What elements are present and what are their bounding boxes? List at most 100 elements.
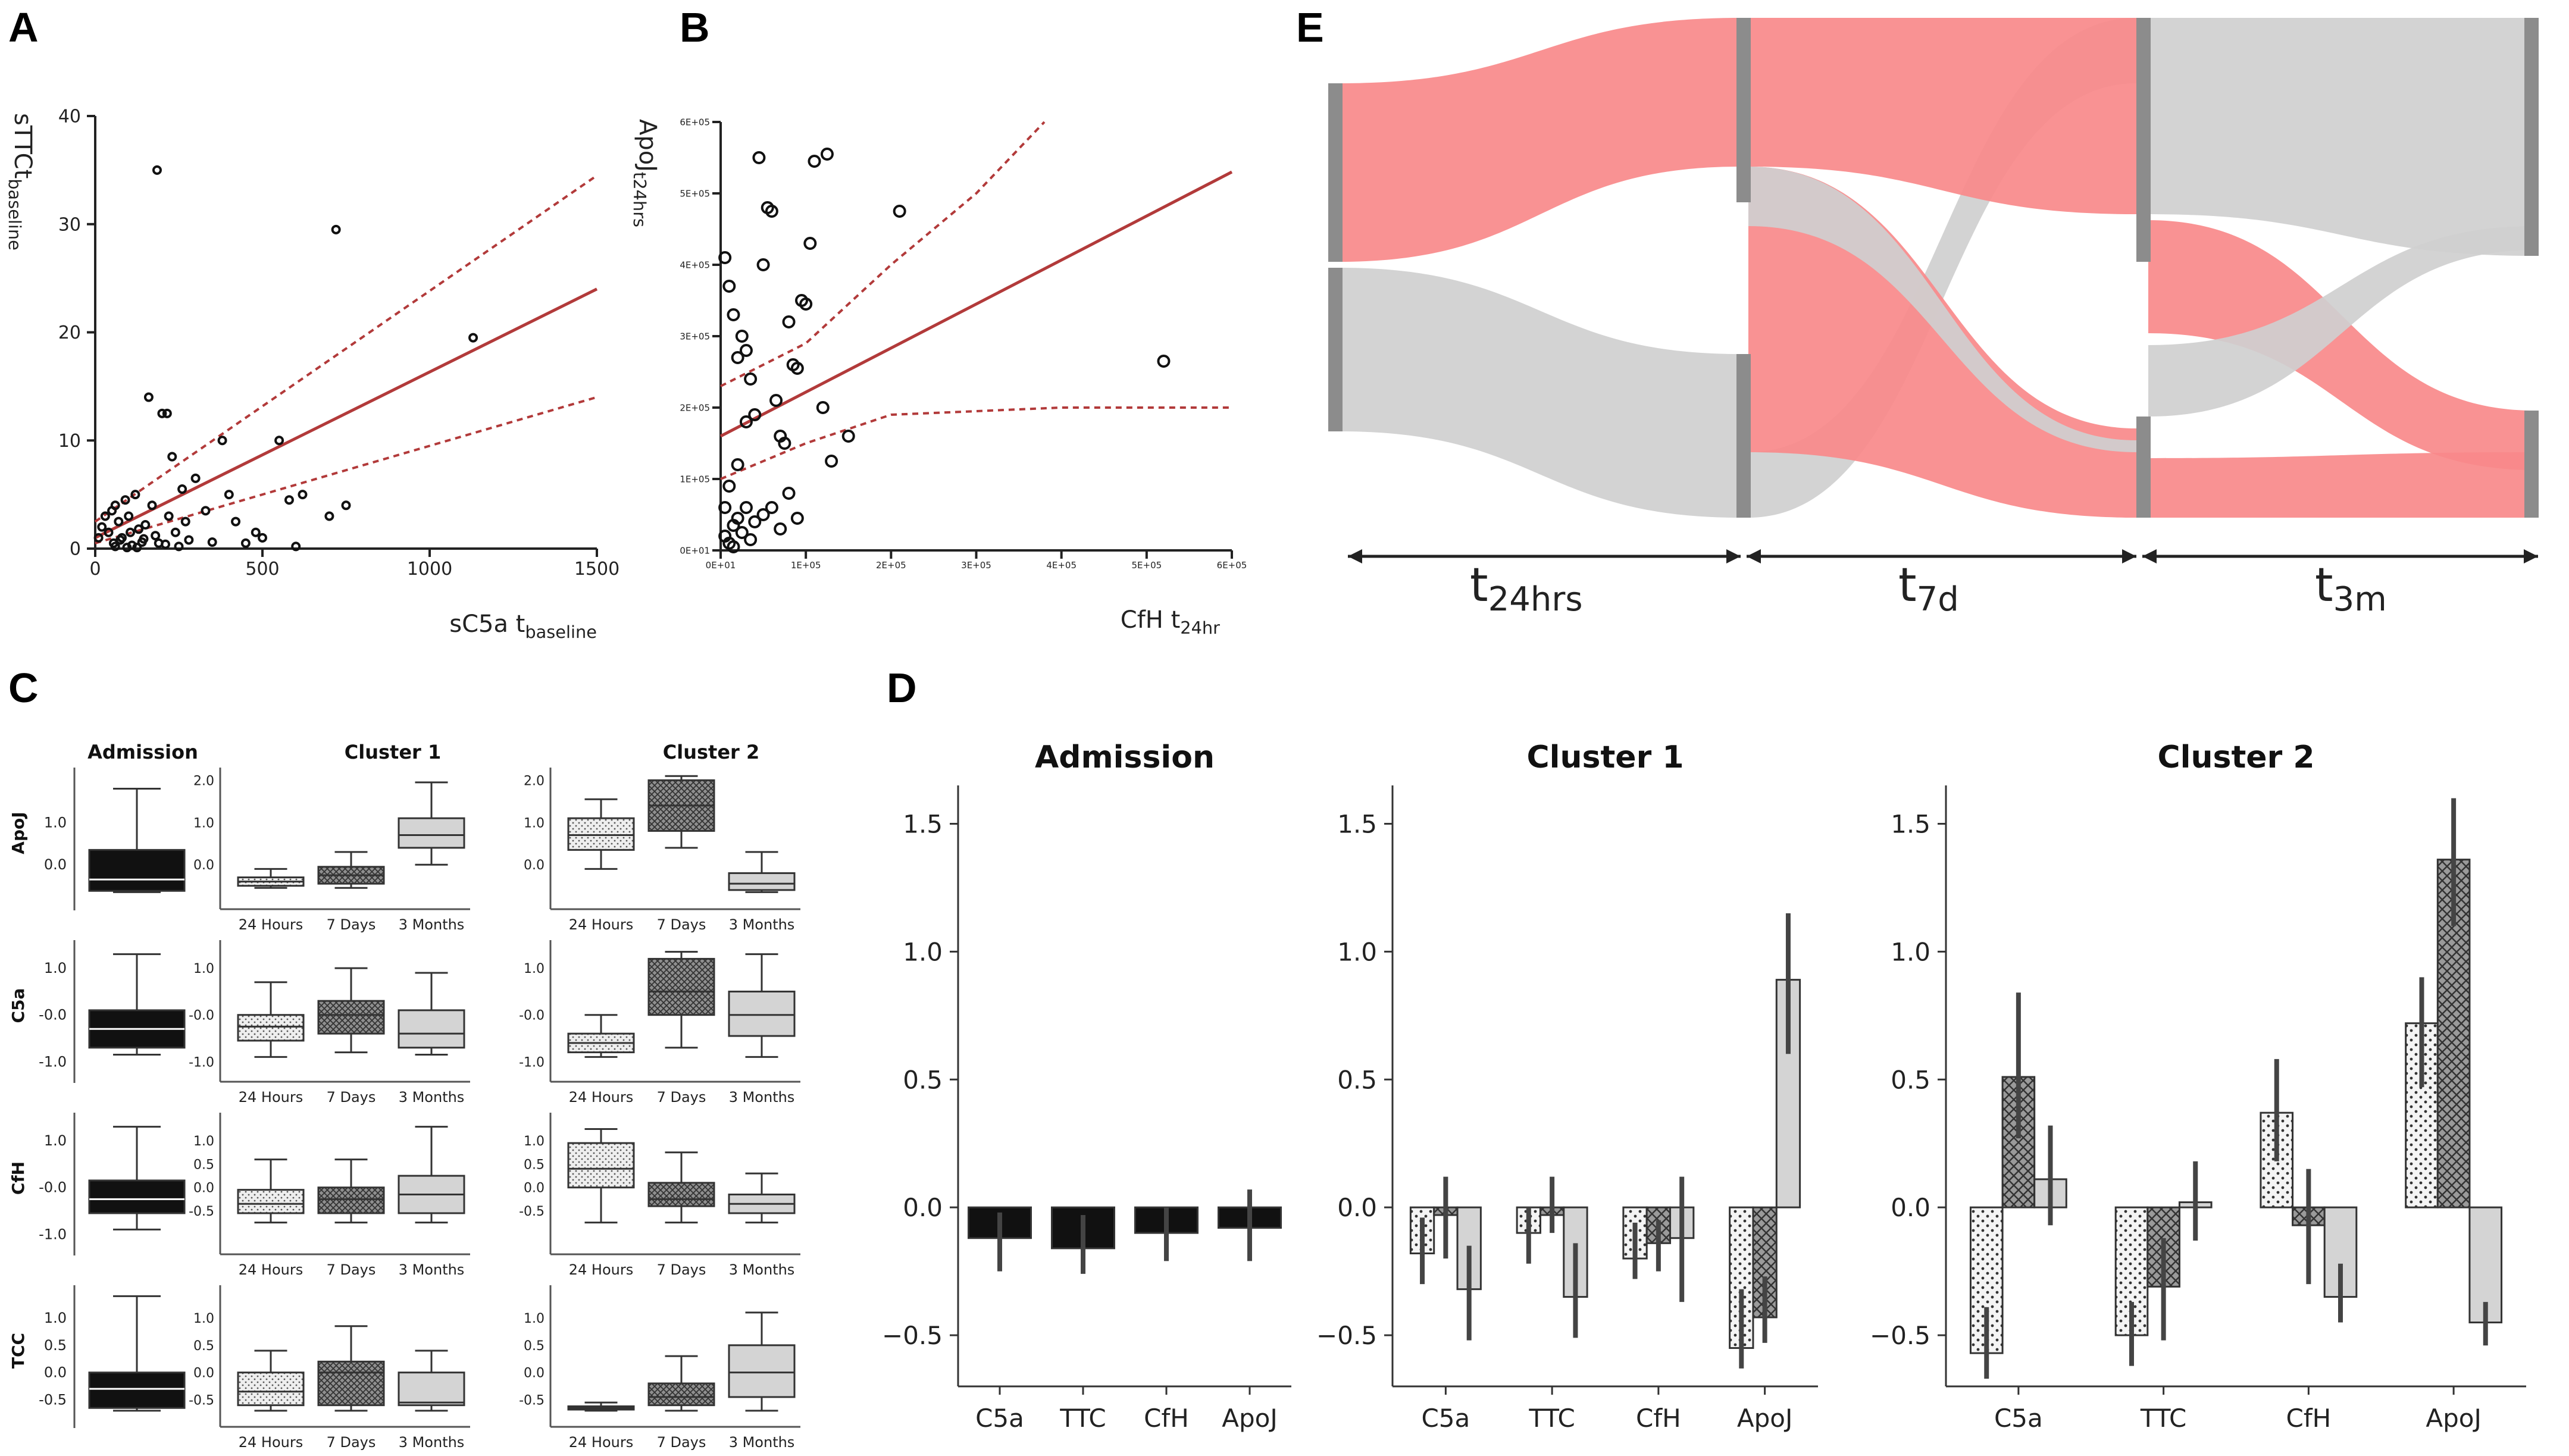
y-tick-label: 1.0: [44, 814, 67, 831]
scatter-point: [110, 541, 120, 552]
y-tick-label: 0.0: [903, 1193, 943, 1222]
scatter-point: [120, 495, 130, 505]
sub-tick-label: 1.0: [524, 962, 545, 976]
scatter-point: [468, 333, 478, 343]
y-tick-label: 0.0: [1337, 1193, 1377, 1222]
scatter-point: [816, 401, 830, 414]
scatter-point: [240, 538, 251, 548]
scatter-point: [756, 508, 770, 521]
x-axis-label-main: sC5a t: [449, 610, 525, 638]
stage-label-main: t: [2315, 559, 2333, 612]
scatter-point: [207, 537, 217, 547]
cluster1-box-0-box: [237, 1189, 305, 1214]
y-tick-label: -0.0: [39, 1179, 67, 1196]
timepoint-label: 7 Days: [657, 1089, 706, 1106]
time-axis-arrow-left: [1348, 549, 1362, 563]
scatter-point: [1157, 355, 1171, 368]
scatter-point: [124, 511, 134, 521]
sub-tick-label: 0.0: [193, 1366, 214, 1381]
scatter-point: [782, 487, 796, 500]
stage-label-sub: 24hrs: [1488, 580, 1583, 619]
timepoint-label: 3 Months: [399, 1434, 465, 1451]
sub-tick-label: 0.0: [524, 858, 545, 873]
y-tick-label: 1.0: [1337, 937, 1377, 966]
panel-letter-b: B: [680, 4, 710, 51]
y-tick-label: −0.5: [882, 1321, 943, 1350]
scatter-point: [803, 237, 817, 250]
y-tick-label: −0.5: [1870, 1321, 1930, 1350]
sub-tick-label: 0.0: [193, 1181, 214, 1196]
sub-tick-label: -0.0: [189, 1009, 214, 1023]
scatter-point: [731, 351, 744, 364]
x-tick-label: C5a: [975, 1404, 1024, 1433]
scatter-point: [157, 408, 167, 418]
x-tick-label: CfH: [1636, 1404, 1681, 1433]
y-tick-label: 3E+05: [680, 331, 710, 342]
scatter-point: [744, 372, 758, 386]
scatter-point: [735, 526, 749, 539]
cluster1-box-1-box: [317, 1000, 385, 1035]
y-tick-label: -0.0: [39, 1007, 67, 1023]
y-tick-label: −0.5: [1316, 1321, 1377, 1350]
stage-label-main: t: [1898, 559, 1917, 612]
scatter-point: [110, 500, 120, 511]
scatter-point: [100, 511, 110, 521]
sub-tick-label: 1.0: [524, 1134, 545, 1149]
cluster2-box-2-box: [728, 872, 796, 891]
ci-upper-line: [720, 121, 1046, 387]
scatter-point: [284, 495, 294, 505]
cluster1-box-2-box: [398, 1372, 465, 1407]
timepoint-label: 3 Months: [399, 1089, 465, 1106]
y-axis-label-main: ApoJ: [634, 119, 661, 172]
timepoint-label: 3 Months: [729, 916, 795, 933]
scatter-point: [722, 280, 736, 293]
panel-e-sankey: t24hrs t7d t3m: [1328, 18, 2539, 619]
scatter-point: [258, 533, 267, 543]
stage-label-main: t: [1470, 559, 1488, 612]
y-tick-label: 4E+05: [680, 259, 710, 270]
y-tick-label: 1.0: [903, 937, 943, 966]
scatter-point: [727, 540, 740, 553]
y-tick-label: 20: [58, 322, 81, 343]
panel-letter-c: C: [8, 665, 39, 711]
y-tick-label: 0.0: [44, 856, 67, 873]
cluster2-box-1-box: [647, 1182, 715, 1207]
scatter-point: [324, 511, 334, 521]
panel-letter-a: A: [8, 4, 39, 51]
scatter-point: [825, 455, 838, 468]
scatter-point: [170, 527, 180, 537]
x-tick-label: 6E+05: [1217, 560, 1247, 571]
scatter-point: [134, 524, 144, 534]
x-tick-label: 0E+01: [706, 560, 736, 571]
timepoint-label: 24 Hours: [239, 916, 303, 933]
sub-tick-label: 1.0: [193, 962, 214, 976]
scatter-point: [126, 527, 136, 537]
x-tick-label: 1000: [407, 559, 452, 580]
scatter-point: [820, 148, 834, 161]
cluster2-box-2-box: [728, 1344, 796, 1398]
sub-tick-label: 0.5: [524, 1339, 545, 1354]
scatter-point: [748, 408, 762, 421]
sub-tick-label: 1.0: [524, 816, 545, 831]
scatter-point: [180, 516, 190, 527]
x-tick-label: TTC: [1528, 1404, 1575, 1433]
y-tick-label: 0E+01: [680, 545, 710, 556]
y-axis-label-main: sTTCt: [9, 113, 36, 179]
cluster1-box-2-box: [398, 817, 465, 849]
stage-label-sub: 7d: [1917, 580, 1959, 619]
sub-tick-label: 0.0: [524, 1181, 545, 1196]
timepoint-label: 7 Days: [327, 1261, 376, 1278]
sankey-node: [1736, 354, 1751, 518]
admission-box: [88, 848, 186, 892]
sub-tick-label: 2.0: [524, 774, 545, 788]
x-axis-label-sub: 24hr: [1180, 618, 1220, 638]
timepoint-label: 24 Hours: [239, 1089, 303, 1106]
bar-7-days: [1752, 1206, 1778, 1319]
sub-tick-label: -1.0: [189, 1055, 214, 1070]
sankey-node: [1736, 18, 1751, 202]
timepoint-label: 7 Days: [327, 1089, 376, 1106]
admission-box: [88, 1179, 186, 1214]
scatter-point: [739, 415, 753, 428]
sub-tick-label: 0.0: [193, 858, 214, 873]
timepoint-label: 7 Days: [327, 916, 376, 933]
